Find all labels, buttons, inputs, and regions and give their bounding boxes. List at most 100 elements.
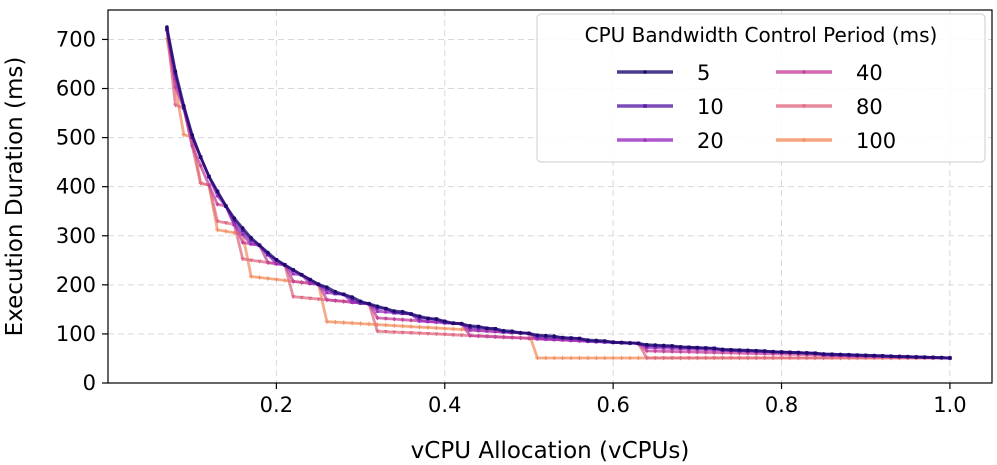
data-marker — [703, 346, 708, 350]
legend: CPU Bandwidth Control Period (ms) 5 10 20 4… — [536, 13, 986, 163]
data-marker — [636, 341, 641, 346]
data-marker — [670, 349, 675, 354]
data-marker — [417, 331, 422, 336]
data-marker — [804, 351, 809, 355]
legend-item-20: 20 — [617, 129, 724, 153]
data-marker — [266, 252, 270, 257]
data-marker — [771, 351, 776, 357]
data-marker — [450, 333, 456, 338]
data-marker — [324, 290, 330, 295]
data-marker — [569, 336, 573, 340]
data-marker — [643, 104, 647, 108]
data-marker — [543, 333, 548, 338]
data-marker — [181, 103, 186, 108]
data-marker — [535, 355, 540, 361]
data-marker — [450, 326, 456, 332]
legend-item-10: 10 — [617, 95, 724, 119]
data-marker — [308, 277, 312, 282]
y-tick-label: 400 — [56, 175, 96, 199]
data-marker — [493, 327, 498, 331]
data-marker — [729, 347, 733, 352]
data-marker — [644, 348, 649, 354]
data-marker — [779, 356, 784, 361]
data-marker — [325, 287, 329, 291]
data-marker — [299, 295, 304, 300]
data-marker — [527, 331, 531, 336]
x-tick-label: 0.4 — [428, 393, 461, 417]
x-tick-label: 0.8 — [765, 393, 798, 417]
x-tick-label: 0.2 — [260, 393, 293, 417]
data-marker — [484, 333, 489, 339]
data-marker — [788, 350, 792, 355]
data-marker — [602, 339, 607, 343]
legend-item-100: 100 — [776, 129, 896, 153]
data-marker — [720, 356, 725, 361]
data-marker — [642, 137, 648, 142]
data-marker — [863, 353, 868, 358]
data-marker — [801, 104, 807, 109]
data-marker — [400, 323, 405, 329]
data-marker — [215, 189, 220, 194]
data-marker — [830, 352, 834, 356]
data-marker — [678, 345, 683, 349]
data-marker — [535, 336, 540, 341]
data-marker — [392, 309, 397, 313]
data-marker — [316, 297, 321, 302]
data-marker — [375, 315, 380, 321]
data-marker — [678, 349, 683, 355]
data-marker — [821, 356, 826, 361]
data-marker — [240, 257, 245, 262]
y-tick-label: 700 — [56, 27, 96, 51]
data-marker — [801, 137, 807, 143]
data-marker — [333, 298, 338, 304]
data-marker — [451, 321, 455, 326]
y-tick-label: 200 — [56, 273, 96, 297]
data-marker — [265, 260, 270, 265]
data-marker — [754, 356, 759, 361]
data-marker — [417, 318, 422, 323]
data-marker — [434, 319, 439, 324]
data-marker — [821, 352, 826, 356]
data-marker — [240, 240, 245, 245]
data-marker — [922, 355, 927, 360]
data-marker — [173, 84, 178, 90]
data-marker — [501, 328, 506, 333]
data-marker — [770, 356, 776, 361]
data-marker — [906, 354, 910, 359]
data-marker — [425, 325, 431, 330]
x-tick-label: 0.6 — [596, 393, 629, 417]
data-marker — [746, 348, 750, 353]
data-marker — [703, 349, 708, 355]
data-marker — [669, 356, 675, 361]
data-marker — [173, 103, 178, 108]
legend-item-40: 40 — [776, 61, 883, 85]
data-marker — [468, 323, 472, 328]
legend-label: 5 — [697, 61, 710, 85]
data-marker — [560, 335, 565, 340]
data-marker — [417, 314, 422, 319]
data-marker — [686, 356, 692, 361]
data-marker — [754, 348, 759, 353]
data-marker — [307, 296, 313, 301]
data-marker — [198, 155, 203, 159]
data-marker — [257, 259, 262, 264]
y-tick-label: 500 — [56, 126, 96, 150]
data-marker — [223, 229, 229, 234]
data-marker — [324, 297, 329, 303]
legend-label: 40 — [856, 61, 883, 85]
data-marker — [459, 322, 464, 326]
data-marker — [442, 326, 447, 331]
series-5 — [165, 25, 952, 360]
data-marker — [628, 341, 632, 345]
data-marker — [207, 182, 212, 188]
data-marker — [350, 295, 354, 299]
data-marker — [282, 278, 287, 283]
data-marker — [476, 333, 481, 339]
data-marker — [737, 348, 742, 352]
data-marker — [872, 353, 876, 358]
x-tick-label: 1.0 — [933, 393, 966, 417]
data-marker — [409, 312, 413, 316]
data-marker — [720, 347, 725, 352]
data-marker — [745, 356, 751, 361]
